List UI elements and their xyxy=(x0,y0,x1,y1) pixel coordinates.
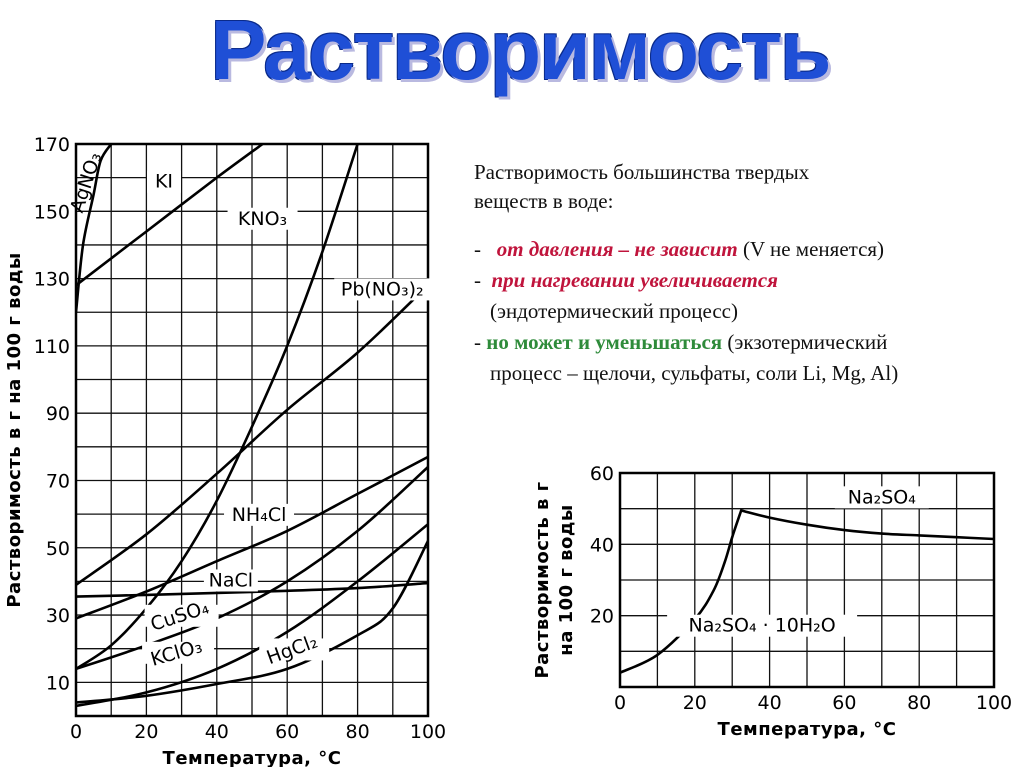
heating-note: (эндотермический процесс) xyxy=(490,299,738,323)
page-title: Растворимость xyxy=(210,3,831,97)
decrease-claim: но может и уменьшаться xyxy=(486,330,723,354)
series-label-bg xyxy=(834,486,929,509)
series-group xyxy=(620,509,994,674)
bullet-dash: - xyxy=(474,330,487,354)
y-tick-label: 130 xyxy=(34,269,70,291)
y-tick-label: 70 xyxy=(46,470,70,492)
grid xyxy=(75,143,429,717)
series-label: HgCl₂ xyxy=(264,630,321,669)
series-label: Na₂SO₄ · 10H₂O xyxy=(688,615,835,637)
y-axis-title: Растворимость в г на 100 г воды xyxy=(4,252,25,607)
series-label: Pb(NO₃)₂ xyxy=(341,278,424,300)
plot-frame xyxy=(74,142,430,718)
solubility-chart-main: 0 20 40 60 80 100 10 30 50 70 90 110 130 150 170 Темпер… xyxy=(4,134,446,767)
x-tick-label: 40 xyxy=(205,721,229,743)
series-label: KNO₃ xyxy=(238,208,287,230)
x-tick-label: 0 xyxy=(70,721,82,743)
x-tick-label: 20 xyxy=(134,721,158,743)
decrease-note: (экзотермический xyxy=(722,330,888,354)
series-label-bg xyxy=(334,278,431,301)
solubility-chart-na2so4: 0 20 40 60 80 100 20 40 60 Температура, °C Раствор… xyxy=(532,463,1012,740)
series-label-bg xyxy=(667,614,858,637)
x-tick-label: 80 xyxy=(346,721,370,743)
y-tick-label: 30 xyxy=(46,605,70,627)
series-line xyxy=(76,144,359,671)
series-line xyxy=(76,284,428,587)
bullet-dash: - xyxy=(474,237,487,261)
series-label: NaCl xyxy=(209,569,253,591)
intro-line-1: Растворимость большинства твердых xyxy=(474,160,810,184)
pressure-claim: от давления – не зависит xyxy=(496,237,738,261)
y-axis-title-line: на 100 г воды xyxy=(556,504,577,655)
y-tick-label: 170 xyxy=(34,134,70,156)
bullet-decrease: - но может и уменьшаться (экзотермически… xyxy=(474,327,1014,358)
x-tick-label: 100 xyxy=(976,692,1012,714)
x-tick-label: 0 xyxy=(614,692,626,714)
x-axis-title: Температура, °C xyxy=(718,719,897,740)
text-block: Растворимость большинства твердых вещест… xyxy=(474,158,1014,389)
bullet-dash: - xyxy=(474,268,487,292)
series-line xyxy=(739,509,994,541)
series-label: Na₂SO₄ xyxy=(848,486,916,508)
series-label: KI xyxy=(155,171,173,193)
bullet-heating: - при нагревании увеличивается xyxy=(474,265,1014,296)
series-label-bg xyxy=(227,207,298,230)
heating-claim: при нагревании увеличивается xyxy=(491,268,779,292)
series-label: NH₄Cl xyxy=(232,504,287,526)
pressure-note: (V не меняется) xyxy=(737,237,885,261)
series-line xyxy=(76,144,264,287)
series-label-bg xyxy=(203,569,258,592)
grid xyxy=(619,472,995,688)
series-label-bg xyxy=(144,604,219,627)
y-tick-label: 40 xyxy=(590,534,614,556)
y-tick-label: 110 xyxy=(34,336,70,358)
series-line xyxy=(76,581,428,598)
y-tick-label: 60 xyxy=(590,463,614,485)
x-tick-label: 60 xyxy=(832,692,856,714)
series-label-bg xyxy=(147,170,181,193)
y-axis-title: Растворимость в г на 100 г воды xyxy=(532,481,577,678)
intro-line-2: веществ в воде: xyxy=(474,189,614,213)
plot-frame xyxy=(618,471,996,689)
x-tick-label: 40 xyxy=(758,692,782,714)
intro-text: Растворимость большинства твердых вещест… xyxy=(474,158,1014,216)
y-tick-label: 10 xyxy=(46,672,70,694)
series-label: CuSO₄ xyxy=(148,596,212,636)
x-tick-label: 20 xyxy=(683,692,707,714)
bullet-pressure: - от давления – не зависит (V не меняетс… xyxy=(474,234,1014,265)
series-line xyxy=(76,144,113,314)
series-label-bg xyxy=(142,641,215,664)
decrease-note-2: процесс – щелочи, сульфаты, соли Li, Mg,… xyxy=(490,361,899,385)
y-axis-title-line: Растворимость в г xyxy=(532,481,553,678)
y-tick-label: 20 xyxy=(590,606,614,628)
x-tick-label: 100 xyxy=(410,721,446,743)
series-line xyxy=(76,539,428,704)
series-label-bg xyxy=(224,503,295,526)
x-tick-label: 80 xyxy=(907,692,931,714)
y-tick-label: 150 xyxy=(34,201,70,223)
x-axis-title: Температура, °C xyxy=(163,748,342,767)
y-tick-label: 90 xyxy=(46,403,70,425)
x-tick-label: 60 xyxy=(275,721,299,743)
y-tick-label: 50 xyxy=(46,538,70,560)
series-line xyxy=(620,509,743,674)
series-label-bg xyxy=(259,638,330,661)
series-label: AgNO₃ xyxy=(66,150,106,216)
